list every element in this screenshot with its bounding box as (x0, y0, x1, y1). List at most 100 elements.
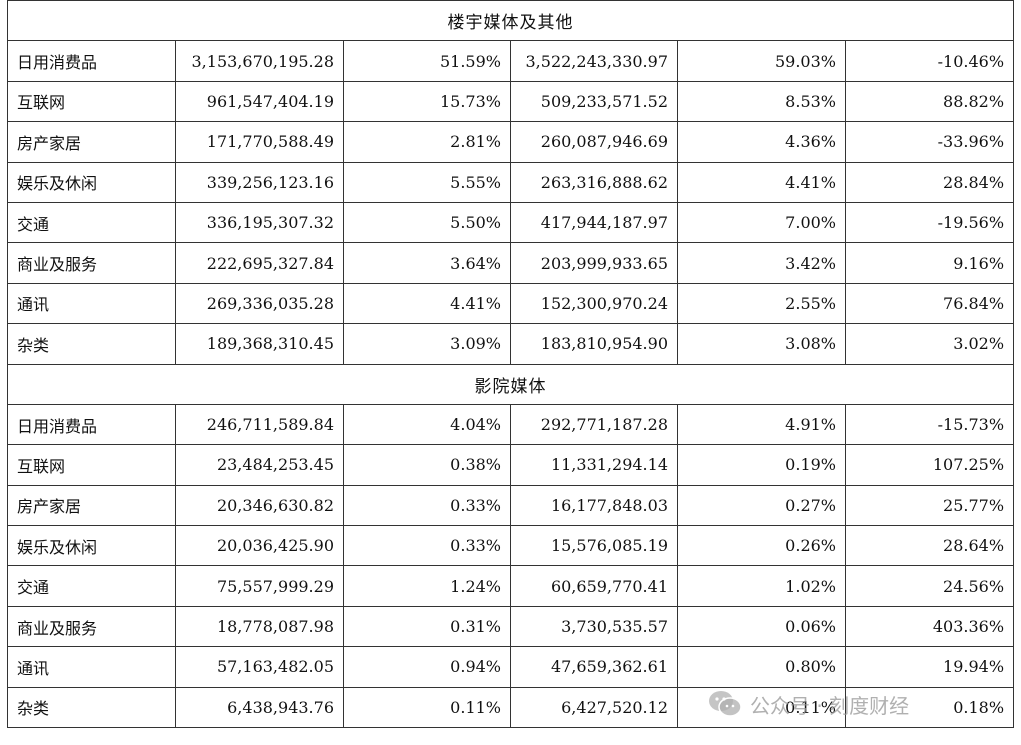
change-cell: 76.84% (844, 282, 1015, 325)
table-row: 通讯 269,336,035.28 4.41% 152,300,970.24 2.55%… (7, 282, 1015, 325)
category-cell: 互联网 (7, 444, 176, 486)
prior-amount-cell: 60,659,770.41 (510, 565, 678, 607)
current-share-cell: 0.94% (343, 646, 511, 688)
current-amount-cell: 336,195,307.32 (175, 201, 344, 244)
current-share-cell: 0.33% (343, 484, 511, 527)
table-body: 楼宇媒体及其他 日用消费品 3,153,670,195.28 51.59% 3,522,… (6, 0, 1015, 729)
table-row: 商业及服务 18,778,087.98 0.31% 3,730,535.57 0.06%… (7, 605, 1015, 648)
prior-share-cell: 0.27% (677, 484, 846, 527)
change-cell: -10.46% (844, 40, 1015, 82)
prior-share-cell: 4.41% (677, 161, 846, 203)
category-cell: 房产家居 (7, 121, 176, 163)
change-cell: -19.56% (844, 201, 1015, 244)
current-share-cell: 2.81% (343, 121, 511, 163)
table-row: 商业及服务 222,695,327.84 3.64% 203,999,933.65 3.… (7, 242, 1015, 284)
table-row: 交通 75,557,999.29 1.24% 60,659,770.41 1.02% 24… (7, 565, 1015, 607)
table-row: 娱乐及休闲 20,036,425.90 0.33% 15,576,085.19 0.26… (7, 525, 1015, 567)
prior-amount-cell: 183,810,954.90 (510, 323, 678, 365)
prior-amount-cell: 263,316,888.62 (510, 161, 678, 203)
category-cell: 日用消费品 (7, 403, 176, 446)
change-cell: 28.64% (844, 525, 1015, 567)
category-cell: 交通 (7, 565, 176, 607)
current-share-cell: 15.73% (343, 80, 511, 123)
change-cell: 107.25% (844, 444, 1015, 486)
prior-amount-cell: 203,999,933.65 (510, 242, 678, 284)
current-share-cell: 5.50% (343, 201, 511, 244)
section-title: 影院媒体 (6, 363, 1015, 405)
category-cell: 通讯 (7, 282, 176, 325)
category-cell: 娱乐及休闲 (7, 525, 176, 567)
section-header-row: 影院媒体 (6, 363, 1015, 405)
table-row: 房产家居 171,770,588.49 2.81% 260,087,946.69 4.3… (7, 121, 1015, 163)
category-cell: 房产家居 (7, 484, 176, 527)
prior-amount-cell: 3,522,243,330.97 (510, 40, 678, 82)
change-cell: 403.36% (844, 605, 1015, 648)
table-row: 杂类 6,438,943.76 0.11% 6,427,520.12 0.11% 0.18… (7, 686, 1015, 729)
section-header-row: 楼宇媒体及其他 (6, 0, 1015, 42)
prior-share-cell: 59.03% (677, 40, 846, 82)
change-cell: 9.16% (844, 242, 1015, 284)
prior-share-cell: 0.80% (677, 646, 846, 688)
prior-share-cell: 4.91% (677, 403, 846, 446)
current-share-cell: 51.59% (343, 40, 511, 82)
prior-share-cell: 3.42% (677, 242, 846, 284)
prior-share-cell: 0.26% (677, 525, 846, 567)
table-row: 交通 336,195,307.32 5.50% 417,944,187.97 7.00%… (7, 201, 1015, 244)
change-cell: -15.73% (844, 403, 1015, 446)
prior-amount-cell: 16,177,848.03 (510, 484, 678, 527)
prior-share-cell: 0.06% (677, 605, 846, 648)
change-cell: 28.84% (844, 161, 1015, 203)
change-cell: 0.18% (844, 686, 1015, 729)
category-cell: 商业及服务 (7, 605, 176, 648)
current-share-cell: 3.64% (343, 242, 511, 284)
prior-share-cell: 0.19% (677, 444, 846, 486)
prior-share-cell: 1.02% (677, 565, 846, 607)
table-row: 娱乐及休闲 339,256,123.16 5.55% 263,316,888.62 4.… (7, 161, 1015, 203)
current-share-cell: 5.55% (343, 161, 511, 203)
prior-amount-cell: 11,331,294.14 (510, 444, 678, 486)
current-amount-cell: 3,153,670,195.28 (175, 40, 344, 82)
current-share-cell: 0.31% (343, 605, 511, 648)
table-row: 日用消费品 3,153,670,195.28 51.59% 3,522,243,330… (7, 40, 1015, 82)
table-row: 通讯 57,163,482.05 0.94% 47,659,362.61 0.80% 19… (7, 646, 1015, 688)
table-row: 互联网 23,484,253.45 0.38% 11,331,294.14 0.19% 1… (7, 444, 1015, 486)
section-title: 楼宇媒体及其他 (6, 0, 1015, 42)
category-cell: 杂类 (7, 323, 176, 365)
current-amount-cell: 6,438,943.76 (175, 686, 344, 729)
category-cell: 交通 (7, 201, 176, 244)
category-cell: 日用消费品 (7, 40, 176, 82)
current-amount-cell: 246,711,589.84 (175, 403, 344, 446)
current-amount-cell: 339,256,123.16 (175, 161, 344, 203)
category-cell: 娱乐及休闲 (7, 161, 176, 203)
prior-share-cell: 7.00% (677, 201, 846, 244)
category-cell: 互联网 (7, 80, 176, 123)
current-amount-cell: 961,547,404.19 (175, 80, 344, 123)
current-share-cell: 1.24% (343, 565, 511, 607)
change-cell: 3.02% (844, 323, 1015, 365)
prior-amount-cell: 292,771,187.28 (510, 403, 678, 446)
change-cell: -33.96% (844, 121, 1015, 163)
prior-amount-cell: 47,659,362.61 (510, 646, 678, 688)
change-cell: 88.82% (844, 80, 1015, 123)
advertising-revenue-table: 楼宇媒体及其他 日用消费品 3,153,670,195.28 51.59% 3,522,… (6, 0, 1015, 729)
current-amount-cell: 20,346,630.82 (175, 484, 344, 527)
table-row: 互联网 961,547,404.19 15.73% 509,233,571.52 8.5… (7, 80, 1015, 123)
current-amount-cell: 171,770,588.49 (175, 121, 344, 163)
current-amount-cell: 222,695,327.84 (175, 242, 344, 284)
current-share-cell: 0.33% (343, 525, 511, 567)
current-amount-cell: 20,036,425.90 (175, 525, 344, 567)
current-amount-cell: 189,368,310.45 (175, 323, 344, 365)
prior-amount-cell: 417,944,187.97 (510, 201, 678, 244)
table-row: 杂类 189,368,310.45 3.09% 183,810,954.90 3.08%… (7, 323, 1015, 365)
prior-share-cell: 3.08% (677, 323, 846, 365)
category-cell: 杂类 (7, 686, 176, 729)
prior-amount-cell: 3,730,535.57 (510, 605, 678, 648)
current-share-cell: 0.11% (343, 686, 511, 729)
prior-share-cell: 8.53% (677, 80, 846, 123)
current-amount-cell: 269,336,035.28 (175, 282, 344, 325)
prior-amount-cell: 6,427,520.12 (510, 686, 678, 729)
change-cell: 19.94% (844, 646, 1015, 688)
prior-share-cell: 0.11% (677, 686, 846, 729)
category-cell: 商业及服务 (7, 242, 176, 284)
prior-amount-cell: 15,576,085.19 (510, 525, 678, 567)
